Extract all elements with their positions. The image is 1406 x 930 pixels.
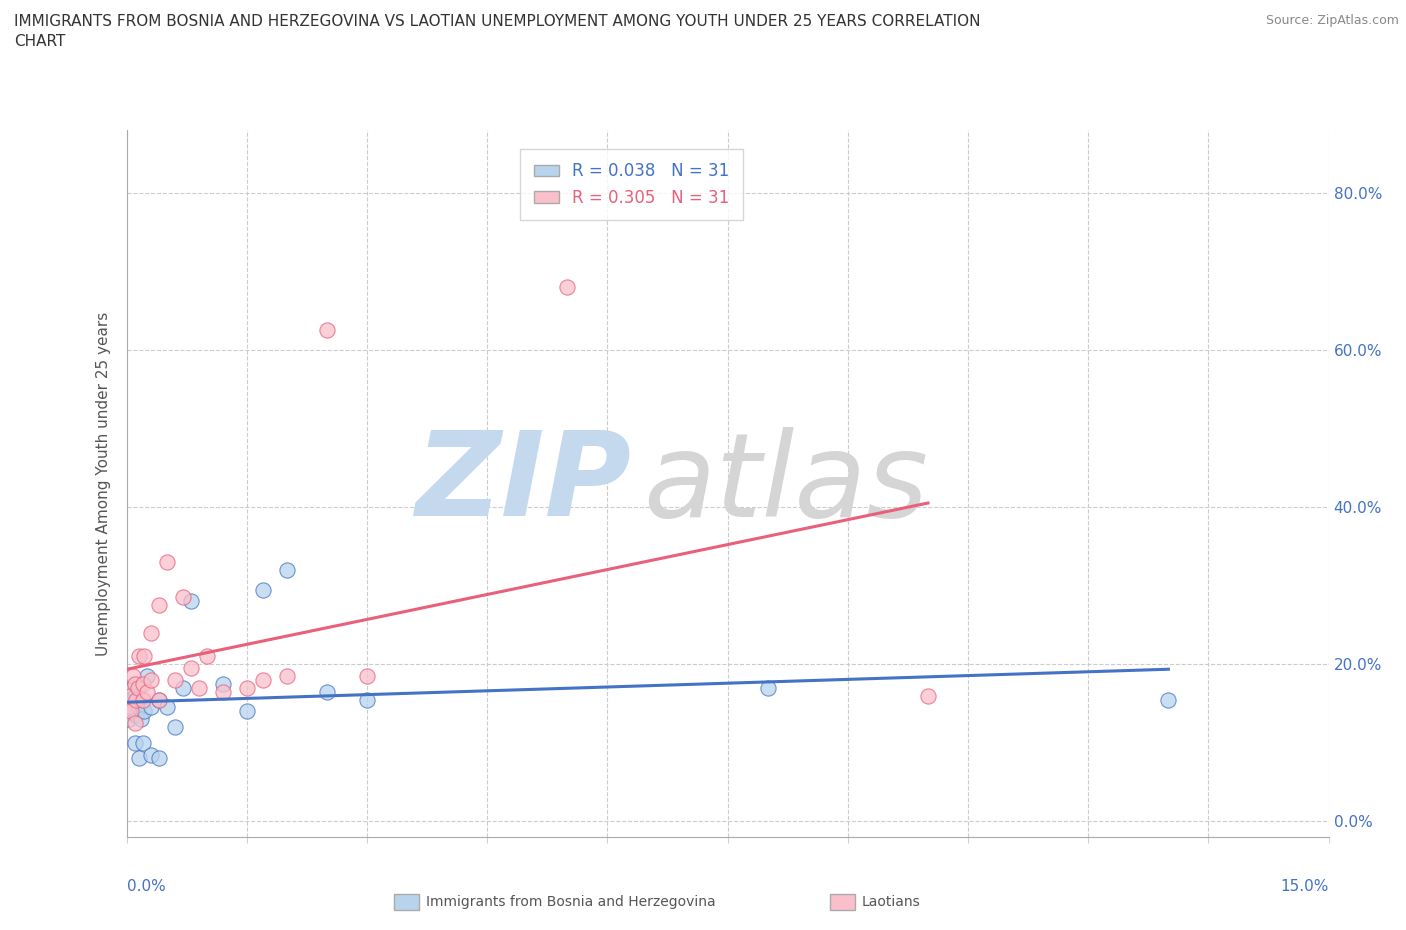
- Point: [131, 676, 153, 691]
- Point: [134, 649, 156, 664]
- Text: CHART: CHART: [14, 34, 66, 49]
- Point: [252, 582, 274, 597]
- Text: Immigrants from Bosnia and Herzegovina: Immigrants from Bosnia and Herzegovina: [426, 895, 716, 910]
- Point: [117, 700, 139, 715]
- Point: [276, 563, 298, 578]
- Point: [557, 280, 579, 295]
- Point: [131, 692, 153, 707]
- Point: [155, 554, 177, 569]
- Point: [118, 688, 141, 703]
- Point: [756, 681, 779, 696]
- Point: [148, 751, 170, 766]
- Point: [235, 704, 259, 719]
- Point: [1157, 692, 1180, 707]
- Text: IMMIGRANTS FROM BOSNIA AND HERZEGOVINA VS LAOTIAN UNEMPLOYMENT AMONG YOUTH UNDER: IMMIGRANTS FROM BOSNIA AND HERZEGOVINA V…: [14, 14, 980, 29]
- Text: 0.0%: 0.0%: [127, 879, 166, 894]
- Legend: R = 0.038   N = 31, R = 0.305   N = 31: R = 0.038 N = 31, R = 0.305 N = 31: [520, 149, 742, 220]
- Point: [128, 700, 150, 715]
- Point: [163, 720, 186, 735]
- Point: [135, 684, 157, 699]
- Point: [163, 672, 186, 687]
- Point: [128, 751, 150, 766]
- Point: [148, 692, 170, 707]
- Point: [118, 711, 141, 726]
- Point: [139, 625, 162, 640]
- Point: [172, 681, 194, 696]
- Point: [139, 700, 162, 715]
- Point: [211, 676, 233, 691]
- Point: [315, 323, 337, 338]
- Point: [124, 688, 146, 703]
- Point: [134, 704, 156, 719]
- Point: [128, 649, 150, 664]
- Point: [124, 716, 146, 731]
- Point: [180, 660, 202, 675]
- Point: [139, 747, 162, 762]
- Point: [315, 684, 337, 699]
- Point: [356, 692, 378, 707]
- Point: [252, 672, 274, 687]
- Point: [235, 681, 259, 696]
- Point: [120, 692, 142, 707]
- Point: [148, 692, 170, 707]
- Text: Laotians: Laotians: [862, 895, 921, 910]
- Point: [187, 681, 209, 696]
- Point: [124, 736, 146, 751]
- Point: [180, 594, 202, 609]
- Point: [917, 688, 939, 703]
- Point: [125, 692, 148, 707]
- Point: [148, 598, 170, 613]
- Point: [155, 700, 177, 715]
- Point: [129, 711, 152, 726]
- Point: [125, 708, 148, 723]
- Point: [195, 649, 218, 664]
- Text: atlas: atlas: [644, 427, 928, 540]
- Text: 15.0%: 15.0%: [1281, 879, 1329, 894]
- Point: [122, 669, 145, 684]
- Text: Source: ZipAtlas.com: Source: ZipAtlas.com: [1265, 14, 1399, 27]
- Text: ZIP: ZIP: [415, 426, 631, 541]
- Point: [139, 672, 162, 687]
- Point: [131, 692, 153, 707]
- Point: [211, 684, 233, 699]
- Y-axis label: Unemployment Among Youth under 25 years: Unemployment Among Youth under 25 years: [96, 312, 111, 656]
- Point: [127, 681, 149, 696]
- Point: [124, 676, 146, 691]
- Point: [131, 736, 153, 751]
- Point: [135, 669, 157, 684]
- Point: [120, 704, 142, 719]
- Point: [172, 590, 194, 604]
- Point: [121, 700, 143, 715]
- Point: [276, 669, 298, 684]
- Point: [117, 704, 139, 719]
- Point: [356, 669, 378, 684]
- Point: [122, 681, 145, 696]
